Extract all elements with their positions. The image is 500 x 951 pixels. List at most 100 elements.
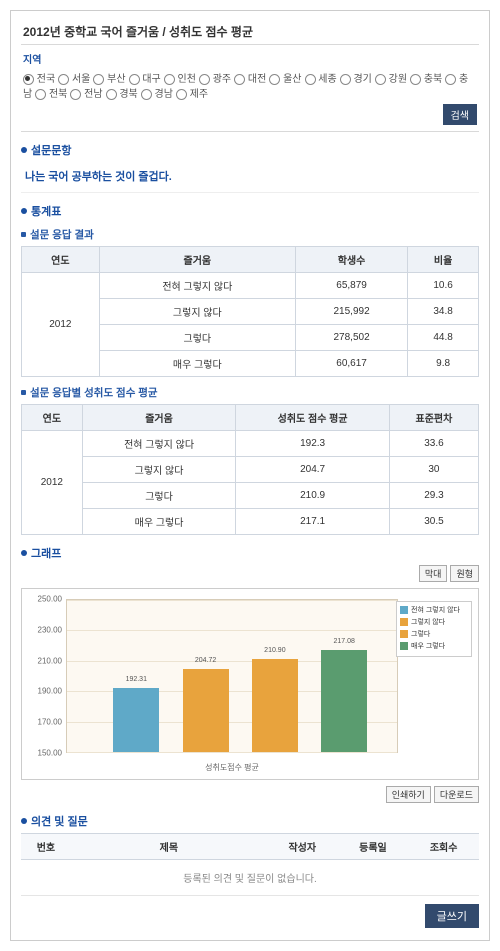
chart-type-pie[interactable]: 원형 [450, 565, 479, 582]
chart-area: 150.00170.00190.00210.00230.00250.00 192… [21, 588, 479, 780]
region-radio[interactable] [23, 74, 34, 85]
region-option[interactable]: 울산 [283, 74, 301, 85]
table-row: 그렇지 않다204.730 [22, 457, 479, 483]
legend-label: 그렇지 않다 [411, 617, 445, 627]
region-option[interactable]: 전국 [37, 74, 55, 85]
table-score: 연도즐거움성취도 점수 평균표준편차 2012전혀 그렇지 않다192.333.… [21, 404, 479, 535]
region-radio[interactable] [176, 89, 187, 100]
table-cell: 278,502 [295, 325, 407, 351]
region-radio[interactable] [129, 74, 140, 85]
table-cell: 전혀 그렇지 않다 [82, 431, 236, 457]
region-option[interactable]: 대구 [142, 74, 160, 85]
chart-bar: 192.31 [113, 688, 159, 752]
region-option[interactable]: 부산 [107, 74, 125, 85]
region-radio[interactable] [234, 74, 245, 85]
region-radio[interactable] [70, 89, 81, 100]
region-option[interactable]: 경남 [155, 89, 173, 100]
region-radio[interactable] [340, 74, 351, 85]
table-cell: 33.6 [389, 431, 478, 457]
bullet-icon [21, 232, 26, 237]
region-radio[interactable] [269, 74, 280, 85]
table-cell: 210.9 [236, 483, 390, 509]
section-survey: 설문문항 나는 국어 공부하는 것이 즐겁다. [21, 142, 479, 193]
y-tick-label: 230.00 [22, 625, 62, 634]
plot-area: 192.31204.72210.90217.08 [66, 599, 398, 753]
write-button[interactable]: 글쓰기 [425, 904, 479, 928]
region-radio[interactable] [445, 74, 456, 85]
table-cell: 65,879 [295, 273, 407, 299]
y-tick-label: 150.00 [22, 749, 62, 758]
table-cell: 그렇지 않다 [82, 457, 236, 483]
region-option[interactable]: 경기 [353, 74, 371, 85]
legend-item: 매우 그렇다 [400, 641, 468, 651]
legend-swatch [400, 618, 408, 626]
year-cell: 2012 [22, 431, 83, 535]
region-radio[interactable] [58, 74, 69, 85]
region-radio[interactable] [35, 89, 46, 100]
y-tick-label: 250.00 [22, 595, 62, 604]
bullet-icon [21, 390, 26, 395]
table-header: 연도 [22, 405, 83, 431]
search-button[interactable]: 검색 [443, 104, 477, 125]
region-option[interactable]: 서울 [72, 74, 90, 85]
table-cell: 44.8 [408, 325, 479, 351]
table-cell: 217.1 [236, 509, 390, 535]
region-option[interactable]: 제주 [190, 89, 208, 100]
section-comments: 의견 및 질문 번호 제목 작성자 등록일 조회수 등록된 의견 및 질문이 없… [21, 813, 479, 928]
bullet-icon [21, 147, 27, 153]
bullet-icon [21, 550, 27, 556]
region-radio[interactable] [199, 74, 210, 85]
table-cell: 204.7 [236, 457, 390, 483]
region-option[interactable]: 인천 [178, 74, 196, 85]
table-cell: 그렇다 [99, 325, 295, 351]
bar-value-label: 192.31 [113, 676, 159, 683]
region-radio[interactable] [106, 89, 117, 100]
table-header: 즐거움 [82, 405, 236, 431]
table-cell: 그렇지 않다 [99, 299, 295, 325]
region-option[interactable]: 대전 [248, 74, 266, 85]
region-radio[interactable] [410, 74, 421, 85]
sub-title: 설문 응답별 성취도 점수 평균 [30, 385, 158, 400]
main-panel: 2012년 중학교 국어 즐거움 / 성취도 점수 평균 지역 전국 서울 부산… [10, 10, 490, 941]
region-radio[interactable] [93, 74, 104, 85]
y-tick-label: 210.00 [22, 656, 62, 665]
survey-question: 나는 국어 공부하는 것이 즐겁다. [21, 162, 479, 193]
legend-label: 매우 그렇다 [411, 641, 445, 651]
table-header: 성취도 점수 평균 [236, 405, 390, 431]
chart-bar: 204.72 [183, 669, 229, 752]
table-row: 2012전혀 그렇지 않다65,87910.6 [22, 273, 479, 299]
chart-type-bar[interactable]: 막대 [419, 565, 448, 582]
print-button[interactable]: 인쇄하기 [386, 786, 431, 803]
region-option[interactable]: 경북 [119, 89, 137, 100]
chart-x-label: 성취도점수 평균 [66, 762, 398, 773]
table-cell: 전혀 그렇지 않다 [99, 273, 295, 299]
region-option[interactable]: 광주 [213, 74, 231, 85]
table-row: 매우 그렇다217.130.5 [22, 509, 479, 535]
region-radio[interactable] [375, 74, 386, 85]
region-radio[interactable] [164, 74, 175, 85]
bullet-icon [21, 818, 27, 824]
year-cell: 2012 [22, 273, 100, 377]
chart-bar: 217.08 [321, 650, 367, 752]
chart-legend: 전혀 그렇지 않다그렇지 않다그렇다매우 그렇다 [396, 601, 472, 657]
page-title: 2012년 중학교 국어 즐거움 / 성취도 점수 평균 [21, 19, 479, 45]
table-cell: 34.8 [408, 299, 479, 325]
region-option[interactable]: 전북 [49, 89, 67, 100]
download-button[interactable]: 다운로드 [434, 786, 479, 803]
region-option[interactable]: 전남 [84, 89, 102, 100]
grid-line [67, 600, 397, 601]
table-header: 학생수 [295, 247, 407, 273]
region-option[interactable]: 세종 [318, 74, 336, 85]
table-cell: 매우 그렇다 [82, 509, 236, 535]
bar-value-label: 204.72 [183, 657, 229, 664]
table-cell: 매우 그렇다 [99, 351, 295, 377]
region-option[interactable]: 강원 [389, 74, 407, 85]
region-radio[interactable] [305, 74, 316, 85]
region-radio[interactable] [141, 89, 152, 100]
legend-item: 전혀 그렇지 않다 [400, 605, 468, 615]
region-option[interactable]: 충북 [424, 74, 442, 85]
bullet-icon [21, 208, 27, 214]
grid-line [67, 752, 397, 753]
table-cell: 9.8 [408, 351, 479, 377]
legend-label: 전혀 그렇지 않다 [411, 605, 460, 615]
